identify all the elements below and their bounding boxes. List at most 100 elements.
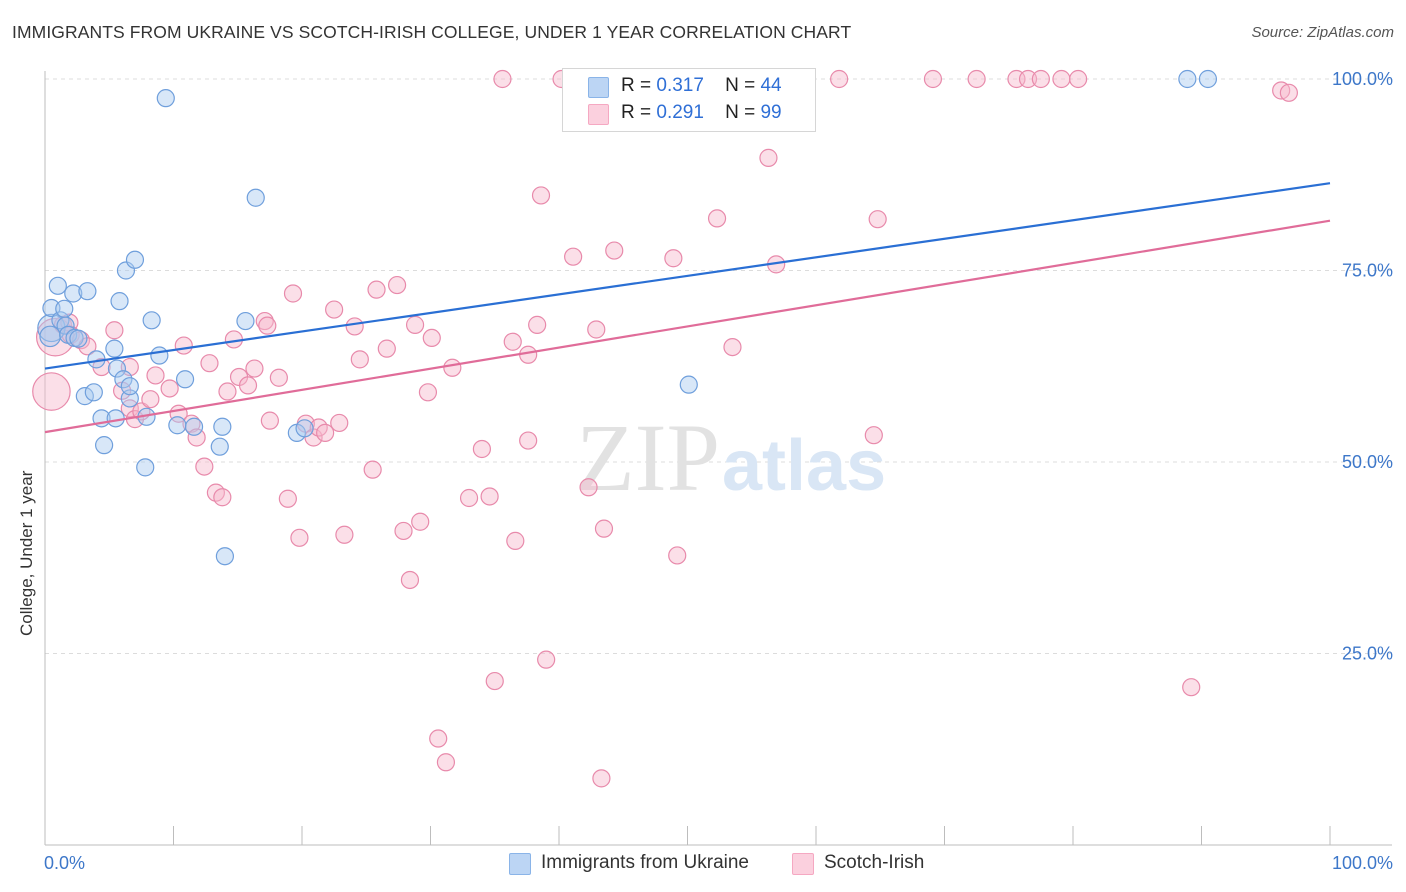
scotch-irish-point xyxy=(245,359,264,378)
ukraine-point xyxy=(215,547,234,566)
y-tick-label: 50.0% xyxy=(1342,452,1393,472)
scotch-irish-point xyxy=(864,426,883,445)
ukraine-point xyxy=(120,377,139,396)
y-tick-label: 100.0% xyxy=(1332,69,1393,89)
stats-legend: R = 0.317 N = 44 R = 0.291 N = 99 xyxy=(562,68,816,132)
ukraine-point xyxy=(51,311,70,330)
ukraine-point xyxy=(105,339,124,358)
ukraine-point xyxy=(78,282,97,301)
ukraine-point xyxy=(110,292,129,311)
ukraine-point xyxy=(136,458,155,477)
scotch-irish-point xyxy=(316,423,335,442)
n-value: 44 xyxy=(760,75,782,96)
scotch-irish-point xyxy=(283,284,303,303)
scotch-irish-point xyxy=(218,382,237,401)
y-tick-label: 75.0% xyxy=(1342,261,1393,281)
x-tick-label: 0.0% xyxy=(44,853,85,873)
ukraine-point xyxy=(156,89,175,108)
scotch-irish-point xyxy=(174,336,193,355)
ukraine-swatch xyxy=(509,853,531,875)
scotch-irish-point xyxy=(238,376,258,395)
scotch-irish-point xyxy=(759,148,778,167)
watermark-atlas: atlas xyxy=(722,426,886,506)
scotch-irish-point xyxy=(587,320,606,339)
scotch-irish-point xyxy=(394,521,413,541)
ukraine-point xyxy=(142,311,161,330)
scotch-irish-point xyxy=(330,413,349,433)
r-value: 0.317 xyxy=(656,75,704,96)
r-label: R = xyxy=(621,75,652,96)
scotch-irish-point xyxy=(260,411,279,430)
ukraine-point xyxy=(64,284,83,303)
scotch-irish-point xyxy=(1018,69,1038,89)
r-value: 0.291 xyxy=(656,102,704,123)
scotch-irish-point xyxy=(579,478,598,497)
n-label: N = xyxy=(725,102,756,123)
scotch-irish-point xyxy=(459,488,479,508)
scotch-irish-point xyxy=(377,339,396,358)
scotch-irish-point xyxy=(923,69,943,89)
scotch-irish-point xyxy=(120,399,139,418)
ukraine-point xyxy=(55,299,74,318)
ukraine-point xyxy=(150,346,169,365)
scotch-irish-point xyxy=(1052,69,1071,89)
scotch-irish-point xyxy=(723,338,742,357)
scotch-irish-point xyxy=(367,280,386,299)
y-axis-label: College, Under 1 year xyxy=(17,470,36,636)
ukraine-point xyxy=(114,370,133,389)
scotch-irish-point xyxy=(160,379,179,398)
scotch-irish-point xyxy=(195,457,214,476)
scotch-irish-point xyxy=(830,69,849,89)
ukraine-point xyxy=(679,375,698,394)
ukraine-point xyxy=(107,359,127,378)
scotch-irish-point xyxy=(400,570,420,590)
scotch-irish-point xyxy=(32,372,71,411)
scotch-irish-point xyxy=(1031,69,1050,89)
scotch-irish-point xyxy=(405,315,425,334)
scotch-irish-point xyxy=(278,489,297,508)
y-tick-label: 25.0% xyxy=(1342,644,1393,664)
watermark-zip: ZIP xyxy=(576,404,720,511)
scotch-irish-point xyxy=(436,753,456,772)
ukraine-point xyxy=(1198,69,1218,89)
scotch-irish-point xyxy=(1279,83,1298,102)
scotch-irish-point xyxy=(146,366,165,385)
n-value: 99 xyxy=(760,102,782,123)
ukraine-point xyxy=(236,311,255,331)
scotch-irish-trend-line xyxy=(44,219,1331,434)
scotch-irish-points xyxy=(32,69,1298,788)
scotch-irish-point xyxy=(506,531,525,550)
scotch-irish-point xyxy=(868,210,887,229)
chart-title: IMMIGRANTS FROM UKRAINE VS SCOTCH-IRISH … xyxy=(12,22,852,42)
scotch-irish-point xyxy=(519,431,538,450)
trend-lines xyxy=(44,182,1331,434)
scotch-irish-point xyxy=(418,383,438,402)
ukraine-point xyxy=(95,436,114,455)
scotch-irish-swatch xyxy=(792,853,814,875)
scotch-irish-swatch xyxy=(588,104,609,125)
ukraine-point xyxy=(42,298,61,318)
scotch-irish-point xyxy=(258,316,277,335)
axes xyxy=(44,71,1392,846)
ukraine-swatch xyxy=(588,77,609,98)
legend-label-ukraine: Immigrants from Ukraine xyxy=(541,852,749,873)
scotch-irish-point xyxy=(141,390,160,409)
scotch-irish-point xyxy=(503,332,522,351)
scotch-irish-point xyxy=(345,317,364,336)
scotch-irish-point xyxy=(290,528,309,547)
scotch-irish-point xyxy=(363,460,382,479)
ukraine-point xyxy=(48,276,67,295)
scotch-irish-point xyxy=(429,729,448,748)
scotch-irish-point xyxy=(967,69,986,89)
ukraine-points xyxy=(37,69,1218,566)
scotch-irish-point xyxy=(1069,69,1088,89)
ukraine-point xyxy=(213,417,232,436)
ukraine-point xyxy=(246,188,265,207)
tick-labels: 25.0% 50.0% 75.0% 100.0% 0.0% 100.0% xyxy=(44,69,1393,873)
scotch-irish-point xyxy=(206,483,226,502)
scotch-irish-point xyxy=(411,512,430,531)
scotch-irish-point xyxy=(350,350,369,369)
scotch-irish-point xyxy=(537,650,556,669)
scotch-irish-point xyxy=(664,249,683,268)
